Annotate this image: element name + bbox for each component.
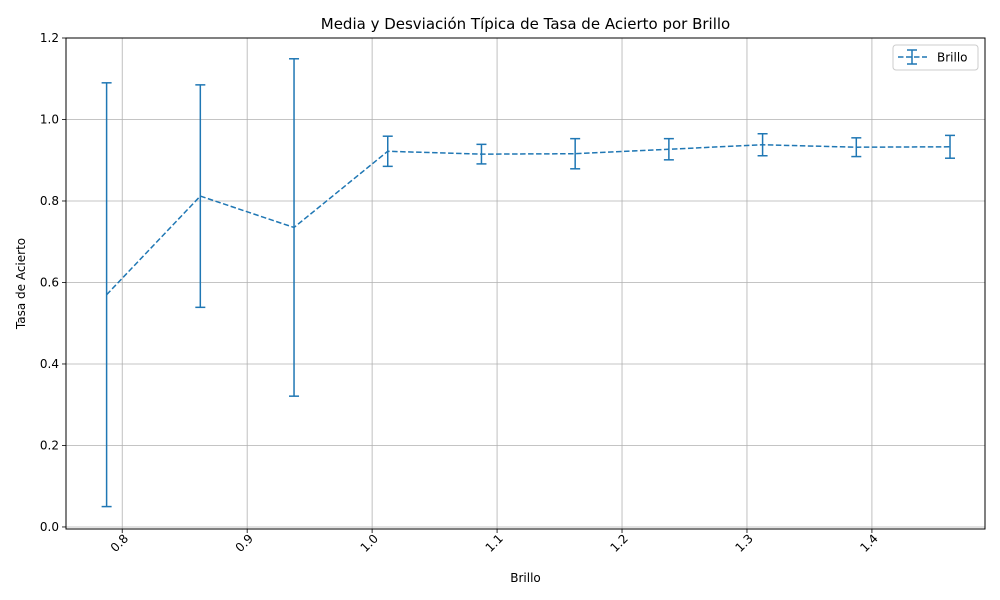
- y-axis-title: Tasa de Acierto: [14, 238, 28, 330]
- plot-area: [101, 58, 956, 508]
- y-tick-label: 0.0: [40, 520, 59, 534]
- y-tick-label: 0.6: [40, 275, 59, 289]
- legend: Brillo: [892, 44, 979, 71]
- chart-title: Media y Desviación Típica de Tasa de Aci…: [321, 15, 730, 33]
- y-tick-label: 0.4: [40, 357, 59, 371]
- y-tick-label: 1.2: [40, 31, 59, 45]
- y-tick-label: 1.0: [40, 112, 59, 126]
- series-line: [106, 144, 951, 296]
- y-tick-label: 0.8: [40, 194, 59, 208]
- legend-label: Brillo: [937, 51, 968, 65]
- x-axis-title: Brillo: [510, 571, 541, 585]
- axes-frame: [65, 37, 986, 530]
- y-tick-label: 0.2: [40, 438, 59, 452]
